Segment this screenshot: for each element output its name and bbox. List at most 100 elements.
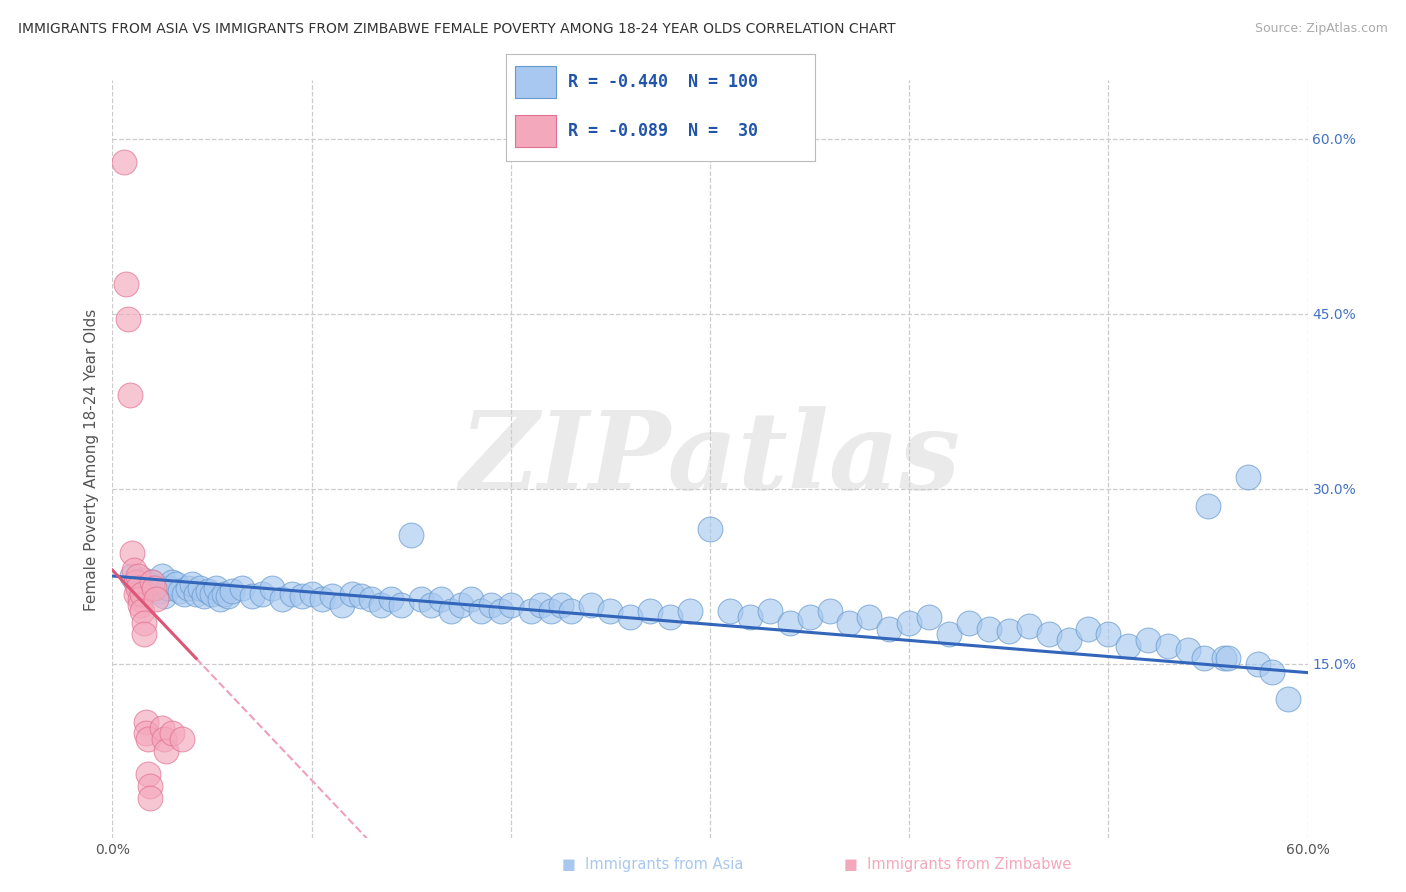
- Point: [918, 610, 941, 624]
- Point: [1038, 627, 1060, 641]
- Point: [114, 155, 135, 169]
- Point: [231, 581, 253, 595]
- Point: [779, 615, 801, 630]
- Point: [260, 581, 283, 595]
- Point: [520, 604, 543, 618]
- Point: [1097, 627, 1119, 641]
- Point: [420, 598, 443, 612]
- Text: R = -0.440  N = 100: R = -0.440 N = 100: [568, 73, 758, 91]
- Point: [281, 586, 304, 600]
- Point: [1137, 633, 1160, 648]
- Point: [1237, 470, 1260, 484]
- Point: [131, 581, 153, 595]
- Point: [124, 563, 146, 577]
- Point: [143, 581, 166, 595]
- Point: [150, 721, 173, 735]
- Point: [129, 592, 152, 607]
- Point: [440, 604, 463, 618]
- Y-axis label: Female Poverty Among 18-24 Year Olds: Female Poverty Among 18-24 Year Olds: [83, 309, 98, 610]
- Point: [759, 604, 782, 618]
- Point: [135, 714, 157, 729]
- Point: [619, 610, 641, 624]
- Point: [193, 589, 215, 603]
- Point: [153, 589, 176, 603]
- Point: [460, 592, 482, 607]
- Point: [450, 598, 472, 612]
- Point: [599, 604, 621, 618]
- Point: [181, 577, 204, 591]
- Point: [330, 598, 353, 612]
- Point: [162, 574, 183, 589]
- Point: [138, 732, 160, 747]
- Point: [321, 589, 343, 603]
- Point: [938, 627, 960, 641]
- Point: [977, 622, 1000, 636]
- Point: [135, 726, 157, 740]
- Point: [129, 577, 152, 591]
- Point: [489, 604, 512, 618]
- Point: [212, 586, 235, 600]
- Point: [125, 574, 148, 589]
- Point: [153, 732, 176, 747]
- Point: [1118, 639, 1140, 653]
- Text: Source: ZipAtlas.com: Source: ZipAtlas.com: [1254, 22, 1388, 36]
- Point: [197, 584, 219, 599]
- Point: [301, 586, 323, 600]
- Point: [898, 615, 921, 630]
- Point: [157, 581, 180, 595]
- Point: [479, 598, 502, 612]
- Point: [699, 522, 721, 536]
- Point: [250, 586, 273, 600]
- Point: [205, 581, 228, 595]
- Point: [380, 592, 402, 607]
- Point: [530, 598, 553, 612]
- Point: [401, 528, 423, 542]
- Point: [411, 592, 433, 607]
- Point: [430, 592, 453, 607]
- Point: [838, 615, 860, 630]
- Point: [117, 312, 139, 326]
- Point: [145, 580, 167, 594]
- Point: [127, 569, 149, 583]
- Point: [1213, 650, 1236, 665]
- Point: [1192, 650, 1215, 665]
- Point: [1216, 650, 1239, 665]
- Point: [858, 610, 880, 624]
- Point: [1077, 622, 1099, 636]
- Point: [1247, 657, 1270, 671]
- Text: R = -0.089  N =  30: R = -0.089 N = 30: [568, 121, 758, 139]
- Point: [499, 598, 522, 612]
- Point: [550, 598, 572, 612]
- Point: [165, 577, 187, 591]
- Point: [121, 546, 143, 560]
- Point: [141, 574, 163, 589]
- Point: [350, 589, 373, 603]
- Point: [138, 577, 160, 591]
- Point: [679, 604, 702, 618]
- Point: [270, 592, 292, 607]
- Point: [818, 604, 841, 618]
- Point: [125, 586, 148, 600]
- Bar: [516, 66, 555, 98]
- Point: [201, 586, 224, 600]
- Text: ZIPatlas: ZIPatlas: [460, 407, 960, 512]
- Point: [1018, 619, 1040, 633]
- Point: [370, 598, 392, 612]
- Point: [134, 573, 156, 587]
- Point: [470, 604, 492, 618]
- Point: [221, 584, 243, 599]
- Point: [1057, 633, 1080, 648]
- Point: [1157, 639, 1180, 653]
- Point: [134, 615, 156, 630]
- Point: [209, 592, 232, 607]
- Point: [718, 604, 741, 618]
- Point: [150, 569, 173, 583]
- Point: [172, 732, 194, 747]
- Point: [799, 610, 821, 624]
- Point: [139, 779, 162, 793]
- Point: [240, 589, 263, 603]
- Point: [1261, 665, 1284, 679]
- Point: [134, 627, 156, 641]
- Point: [659, 610, 682, 624]
- Point: [540, 604, 562, 618]
